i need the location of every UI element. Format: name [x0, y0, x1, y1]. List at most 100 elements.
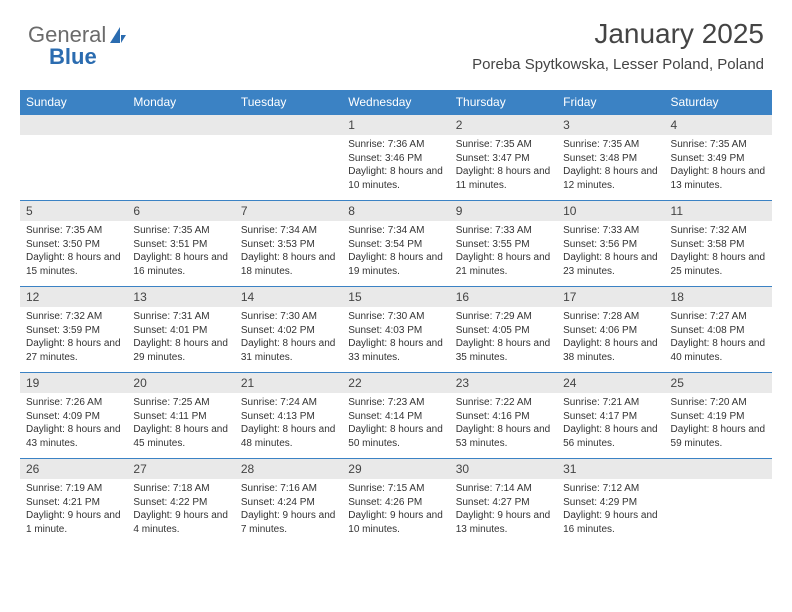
day-number: 21: [235, 373, 342, 393]
sunset-line: Sunset: 4:26 PM: [348, 496, 443, 510]
day-number: 3: [557, 115, 664, 135]
calendar-cell: 30Sunrise: 7:14 AMSunset: 4:27 PMDayligh…: [450, 459, 557, 545]
sunset-line: Sunset: 4:05 PM: [456, 324, 551, 338]
day-data: Sunrise: 7:16 AMSunset: 4:24 PMDaylight:…: [235, 479, 342, 542]
page-title: January 2025: [472, 18, 764, 50]
day-data: Sunrise: 7:28 AMSunset: 4:06 PMDaylight:…: [557, 307, 664, 370]
day-header: Sunday: [20, 90, 127, 115]
day-number: 24: [557, 373, 664, 393]
day-number: 19: [20, 373, 127, 393]
sunset-line: Sunset: 4:11 PM: [133, 410, 228, 424]
sunrise-line: Sunrise: 7:32 AM: [671, 224, 766, 238]
day-number: 13: [127, 287, 234, 307]
day-data: Sunrise: 7:35 AMSunset: 3:51 PMDaylight:…: [127, 221, 234, 284]
sunrise-line: Sunrise: 7:15 AM: [348, 482, 443, 496]
location-subtitle: Poreba Spytkowska, Lesser Poland, Poland: [472, 56, 764, 73]
sunset-line: Sunset: 4:21 PM: [26, 496, 121, 510]
daylight-line: Daylight: 8 hours and 29 minutes.: [133, 337, 228, 364]
day-data: Sunrise: 7:22 AMSunset: 4:16 PMDaylight:…: [450, 393, 557, 456]
sunrise-line: Sunrise: 7:18 AM: [133, 482, 228, 496]
sunset-line: Sunset: 4:24 PM: [241, 496, 336, 510]
day-data: Sunrise: 7:18 AMSunset: 4:22 PMDaylight:…: [127, 479, 234, 542]
calendar-cell: 2 Sunrise: 7:35 AMSunset: 3:47 PMDaylight…: [450, 115, 557, 201]
day-data: Sunrise: 7:25 AMSunset: 4:11 PMDaylight:…: [127, 393, 234, 456]
day-number: 4: [665, 115, 772, 135]
calendar-cell: 18Sunrise: 7:27 AMSunset: 4:08 PMDayligh…: [665, 287, 772, 373]
calendar-cell: 24Sunrise: 7:21 AMSunset: 4:17 PMDayligh…: [557, 373, 664, 459]
calendar-cell: 6Sunrise: 7:35 AMSunset: 3:51 PMDaylight…: [127, 201, 234, 287]
sunset-line: Sunset: 3:48 PM: [563, 152, 658, 166]
daylight-line: Daylight: 8 hours and 43 minutes.: [26, 423, 121, 450]
calendar-cell: 31Sunrise: 7:12 AMSunset: 4:29 PMDayligh…: [557, 459, 664, 545]
day-number: 14: [235, 287, 342, 307]
calendar-cell: 27Sunrise: 7:18 AMSunset: 4:22 PMDayligh…: [127, 459, 234, 545]
day-number: 10: [557, 201, 664, 221]
daylight-line: Daylight: 8 hours and 12 minutes.: [563, 165, 658, 192]
sunrise-line: Sunrise: 7:32 AM: [26, 310, 121, 324]
sunset-line: Sunset: 4:16 PM: [456, 410, 551, 424]
day-number: 18: [665, 287, 772, 307]
header: January 2025 Poreba Spytkowska, Lesser P…: [472, 18, 764, 73]
sunrise-line: Sunrise: 7:33 AM: [563, 224, 658, 238]
day-number: 23: [450, 373, 557, 393]
sunset-line: Sunset: 3:58 PM: [671, 238, 766, 252]
day-number: [235, 115, 342, 135]
day-data: Sunrise: 7:31 AMSunset: 4:01 PMDaylight:…: [127, 307, 234, 370]
day-number: 12: [20, 287, 127, 307]
day-header: Monday: [127, 90, 234, 115]
sunrise-line: Sunrise: 7:26 AM: [26, 396, 121, 410]
day-header-row: Sunday Monday Tuesday Wednesday Thursday…: [20, 90, 772, 115]
calendar-table: Sunday Monday Tuesday Wednesday Thursday…: [20, 90, 772, 545]
day-number: 20: [127, 373, 234, 393]
day-data: Sunrise: 7:29 AMSunset: 4:05 PMDaylight:…: [450, 307, 557, 370]
daylight-line: Daylight: 8 hours and 33 minutes.: [348, 337, 443, 364]
day-data: [665, 479, 772, 529]
daylight-line: Daylight: 8 hours and 35 minutes.: [456, 337, 551, 364]
calendar-cell: 5Sunrise: 7:35 AMSunset: 3:50 PMDaylight…: [20, 201, 127, 287]
calendar-cell: 20Sunrise: 7:25 AMSunset: 4:11 PMDayligh…: [127, 373, 234, 459]
calendar-cell: 17Sunrise: 7:28 AMSunset: 4:06 PMDayligh…: [557, 287, 664, 373]
day-data: Sunrise: 7:27 AMSunset: 4:08 PMDaylight:…: [665, 307, 772, 370]
sunrise-line: Sunrise: 7:35 AM: [671, 138, 766, 152]
day-number: 2: [450, 115, 557, 135]
day-number: 7: [235, 201, 342, 221]
daylight-line: Daylight: 8 hours and 23 minutes.: [563, 251, 658, 278]
daylight-line: Daylight: 8 hours and 19 minutes.: [348, 251, 443, 278]
daylight-line: Daylight: 9 hours and 4 minutes.: [133, 509, 228, 536]
calendar-cell: [665, 459, 772, 545]
calendar-week-row: 26Sunrise: 7:19 AMSunset: 4:21 PMDayligh…: [20, 459, 772, 545]
daylight-line: Daylight: 8 hours and 11 minutes.: [456, 165, 551, 192]
day-number: 9: [450, 201, 557, 221]
calendar-cell: 12Sunrise: 7:32 AMSunset: 3:59 PMDayligh…: [20, 287, 127, 373]
calendar-cell: 29Sunrise: 7:15 AMSunset: 4:26 PMDayligh…: [342, 459, 449, 545]
day-number: [20, 115, 127, 135]
daylight-line: Daylight: 8 hours and 10 minutes.: [348, 165, 443, 192]
calendar-cell: 23Sunrise: 7:22 AMSunset: 4:16 PMDayligh…: [450, 373, 557, 459]
day-data: Sunrise: 7:24 AMSunset: 4:13 PMDaylight:…: [235, 393, 342, 456]
day-number: 17: [557, 287, 664, 307]
daylight-line: Daylight: 8 hours and 53 minutes.: [456, 423, 551, 450]
sunrise-line: Sunrise: 7:35 AM: [456, 138, 551, 152]
calendar-cell: 1Sunrise: 7:36 AMSunset: 3:46 PMDaylight…: [342, 115, 449, 201]
day-data: Sunrise: 7:14 AMSunset: 4:27 PMDaylight:…: [450, 479, 557, 542]
daylight-line: Daylight: 8 hours and 18 minutes.: [241, 251, 336, 278]
sunset-line: Sunset: 3:49 PM: [671, 152, 766, 166]
day-number: 29: [342, 459, 449, 479]
sunrise-line: Sunrise: 7:20 AM: [671, 396, 766, 410]
sunset-line: Sunset: 3:47 PM: [456, 152, 551, 166]
calendar-cell: 3Sunrise: 7:35 AMSunset: 3:48 PMDaylight…: [557, 115, 664, 201]
day-number: 5: [20, 201, 127, 221]
sunrise-line: Sunrise: 7:16 AM: [241, 482, 336, 496]
calendar-cell: 14Sunrise: 7:30 AMSunset: 4:02 PMDayligh…: [235, 287, 342, 373]
daylight-line: Daylight: 8 hours and 50 minutes.: [348, 423, 443, 450]
daylight-line: Daylight: 8 hours and 31 minutes.: [241, 337, 336, 364]
daylight-line: Daylight: 8 hours and 48 minutes.: [241, 423, 336, 450]
daylight-line: Daylight: 9 hours and 7 minutes.: [241, 509, 336, 536]
sunrise-line: Sunrise: 7:33 AM: [456, 224, 551, 238]
sunrise-line: Sunrise: 7:34 AM: [348, 224, 443, 238]
day-data: Sunrise: 7:21 AMSunset: 4:17 PMDaylight:…: [557, 393, 664, 456]
day-header: Saturday: [665, 90, 772, 115]
sunset-line: Sunset: 4:22 PM: [133, 496, 228, 510]
day-number: 27: [127, 459, 234, 479]
day-data: Sunrise: 7:32 AMSunset: 3:58 PMDaylight:…: [665, 221, 772, 284]
